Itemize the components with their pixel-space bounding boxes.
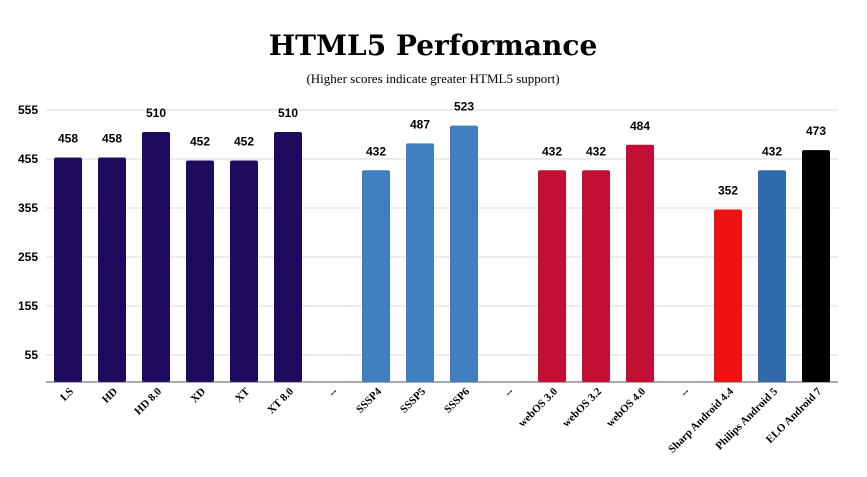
value-label-7: 432 xyxy=(366,144,386,158)
value-label-2: 510 xyxy=(146,106,166,120)
x-tick-label-8: SSSP5 xyxy=(398,385,428,415)
value-label-13: 484 xyxy=(630,119,650,133)
y-tick-label-4: 455 xyxy=(18,152,38,166)
bar-9 xyxy=(450,125,478,382)
x-tick-label-5: XT 8.0 xyxy=(265,385,296,416)
bar-16 xyxy=(758,170,786,382)
value-label-1: 458 xyxy=(102,132,122,146)
x-tick-label-6: -- xyxy=(326,385,340,399)
x-tick-label-0: LS xyxy=(58,386,76,404)
bar-15 xyxy=(714,209,742,382)
value-label-4: 452 xyxy=(234,134,254,148)
chart-subtitle: (Higher scores indicate greater HTML5 su… xyxy=(306,71,559,86)
bar-7 xyxy=(362,170,390,382)
bar-5 xyxy=(274,132,302,382)
x-tick-label-9: SSSP6 xyxy=(442,385,472,415)
x-tick-label-1: HD xyxy=(100,386,120,406)
bar-13 xyxy=(626,144,654,382)
x-tick-label-14: -- xyxy=(678,385,692,399)
bar-12 xyxy=(582,170,610,382)
y-tick-label-5: 555 xyxy=(18,103,38,117)
bar-17 xyxy=(802,150,830,382)
y-tick-label-2: 255 xyxy=(18,250,38,264)
value-label-11: 432 xyxy=(542,144,562,158)
value-label-17: 473 xyxy=(806,124,826,138)
value-label-3: 452 xyxy=(190,134,210,148)
y-axis: 55 155 255 355 455 555 xyxy=(18,103,38,362)
bars xyxy=(54,125,830,382)
bar-3 xyxy=(186,160,214,382)
y-tick-label-3: 355 xyxy=(18,201,38,215)
bar-11 xyxy=(538,170,566,382)
bar-8 xyxy=(406,143,434,382)
value-label-8: 487 xyxy=(410,117,430,131)
x-tick-label-4: XT xyxy=(233,385,253,405)
x-tick-label-3: XD xyxy=(188,386,208,406)
x-tick-label-2: HD 8.0 xyxy=(132,385,164,417)
x-tick-label-10: -- xyxy=(502,385,516,399)
bar-2 xyxy=(142,132,170,382)
x-tick-label-7: SSSP4 xyxy=(354,385,384,415)
gridlines xyxy=(46,109,838,383)
chart-title: HTML5 Performance xyxy=(269,29,598,62)
value-label-0: 458 xyxy=(58,132,78,146)
y-tick-label-0: 55 xyxy=(25,348,39,362)
value-label-16: 432 xyxy=(762,144,782,158)
y-tick-label-1: 155 xyxy=(18,299,38,313)
x-tick-label-13: webOS 4.0 xyxy=(604,385,648,429)
value-label-9: 523 xyxy=(454,100,474,114)
value-label-12: 432 xyxy=(586,144,606,158)
bar-4 xyxy=(230,160,258,382)
bar-1 xyxy=(98,157,126,382)
value-label-5: 510 xyxy=(278,106,298,120)
value-labels: 458 458 510 452 452 510 432 487 523 432 432 484 352 4… xyxy=(58,100,826,198)
bar-0 xyxy=(54,157,82,382)
x-tick-label-12: webOS 3.2 xyxy=(560,385,604,429)
value-label-15: 352 xyxy=(718,183,738,197)
x-axis: LS HD HD 8.0 XD XT XT 8.0 -- SSSP4 SSSP5 SSSP6 -- w… xyxy=(58,385,824,455)
x-tick-label-11: webOS 3.0 xyxy=(516,385,560,429)
